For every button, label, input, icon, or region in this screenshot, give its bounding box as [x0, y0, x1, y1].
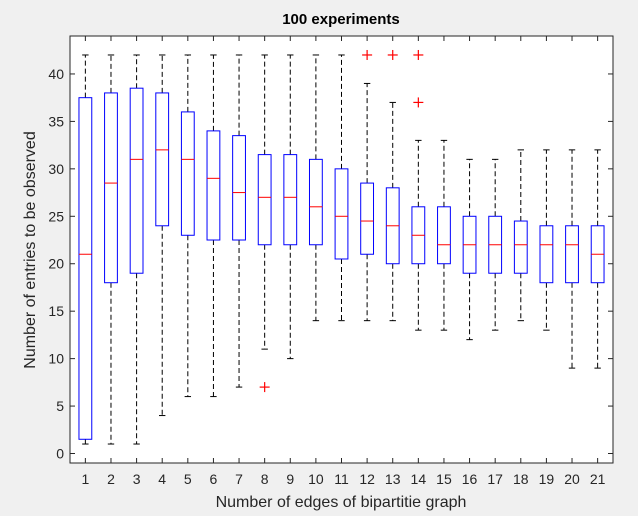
box — [232, 135, 246, 241]
x-tick-label: 12 — [359, 471, 375, 487]
outlier-marker — [387, 49, 398, 60]
box — [180, 111, 195, 236]
x-axis-label: Number of edges of bipartitie graph — [216, 494, 467, 511]
y-axis-ticks: 0 5 10 15 20 25 30 35 40 — [48, 66, 613, 462]
x-tick-label: 18 — [513, 471, 529, 487]
outlier-marker — [259, 382, 270, 393]
plot-marks — [78, 49, 605, 445]
box — [308, 158, 323, 246]
y-tick-label: 35 — [48, 113, 64, 129]
x-tick-label: 17 — [487, 471, 503, 487]
x-tick-label: 2 — [107, 471, 115, 487]
box — [129, 87, 144, 274]
box — [437, 206, 451, 265]
box — [360, 182, 375, 255]
box — [78, 97, 93, 440]
x-tick-label: 1 — [81, 471, 89, 487]
x-tick-label: 6 — [210, 471, 218, 487]
x-tick-label: 9 — [286, 471, 294, 487]
y-tick-label: 25 — [48, 208, 64, 224]
outlier-marker — [362, 49, 373, 60]
x-tick-label: 8 — [261, 471, 269, 487]
box — [539, 225, 554, 284]
y-tick-label: 15 — [48, 303, 64, 319]
y-tick-label: 0 — [56, 446, 64, 462]
box — [513, 220, 528, 274]
y-tick-label: 5 — [56, 398, 64, 414]
box — [257, 154, 272, 246]
x-tick-label: 3 — [133, 471, 141, 487]
box — [565, 225, 579, 284]
axes-background — [69, 35, 614, 464]
box — [206, 130, 221, 241]
x-tick-label: 19 — [539, 471, 555, 487]
box — [104, 92, 118, 284]
x-axis-ticks: 1 2 3 4 5 6 7 8 9 10 11 12 13 14 15 16 17 18 19 20 21 — [81, 36, 606, 487]
outlier-marker — [413, 49, 424, 60]
y-tick-label: 30 — [48, 161, 64, 177]
box — [283, 154, 298, 246]
x-tick-label: 13 — [385, 471, 401, 487]
x-tick-label: 20 — [564, 471, 580, 487]
x-tick-label: 10 — [308, 471, 324, 487]
x-tick-label: 7 — [235, 471, 243, 487]
x-tick-label: 11 — [334, 471, 349, 487]
x-tick-label: 15 — [436, 471, 452, 487]
box — [155, 92, 170, 227]
y-tick-label: 20 — [48, 256, 64, 272]
y-tick-label: 40 — [48, 66, 64, 82]
x-tick-label: 21 — [590, 471, 606, 487]
x-tick-label: 4 — [158, 471, 166, 487]
chart-title: 100 experiments — [282, 11, 400, 28]
x-tick-label: 16 — [462, 471, 478, 487]
y-axis-label: Number of entries to be observed — [22, 131, 39, 368]
x-tick-label: 5 — [184, 471, 192, 487]
outlier-marker — [413, 97, 424, 108]
x-tick-label: 14 — [411, 471, 427, 487]
box — [334, 168, 349, 260]
y-tick-label: 10 — [48, 351, 64, 367]
